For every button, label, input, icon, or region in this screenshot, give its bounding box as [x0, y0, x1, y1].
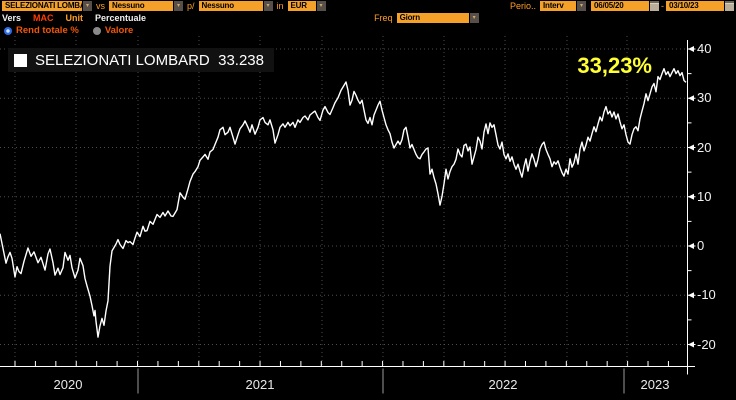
freq-dropdown-arrow-icon[interactable]: ▾ [469, 13, 479, 23]
freq-field[interactable]: Giorn [396, 13, 469, 23]
chart-region: SELEZIONATI LOMBARD 33.238 33,23% 40 30 20… [0, 36, 736, 400]
x-axis-year-label: 2020 [53, 377, 83, 392]
y-axis-tick-label: -10 [697, 287, 716, 303]
period-dropdown-arrow-icon[interactable]: ▾ [577, 1, 586, 11]
x-axis-year-label: 2022 [488, 377, 518, 392]
y-axis-tick-label: 30 [697, 90, 712, 106]
mac-button[interactable]: MAC [33, 13, 54, 23]
security-field[interactable]: SELEZIONATI LOMBARD [2, 1, 82, 11]
x-axis-year-label: 2021 [245, 377, 275, 392]
date-start-field[interactable]: 06/05/20 [591, 1, 649, 11]
vs-field[interactable]: Nessuno [109, 1, 173, 11]
toolbar-row-3: Rend totale % Valore [0, 24, 736, 37]
p-field[interactable]: Nessuno [198, 1, 263, 11]
chart-legend[interactable]: SELEZIONATI LOMBARD 33.238 [8, 48, 274, 72]
period-label: Perio.. [509, 1, 536, 11]
toolbar-row-1: SELEZIONATI LOMBARD ▾ vs Nessuno ▾ p/ Ne… [0, 0, 736, 12]
unit-button[interactable]: Unit [65, 13, 84, 23]
currency-dropdown-arrow-icon[interactable]: ▾ [316, 1, 326, 11]
p-label: p/ [187, 1, 195, 11]
valore-radio[interactable] [92, 26, 101, 35]
period-mode-field[interactable]: Interv [540, 1, 576, 11]
vers-button[interactable]: Vers [2, 13, 22, 23]
y-axis-tick-label: 10 [697, 188, 712, 204]
date-dash: - [661, 1, 664, 11]
vs-label: vs [96, 1, 105, 11]
legend-marker [14, 53, 27, 67]
rend-totale-label[interactable]: Rend totale % [16, 25, 79, 36]
currency-field[interactable]: EUR [287, 1, 316, 11]
toolbar-row-2: Vers MAC Unit Percentuale Freq Giorn ▾ [0, 12, 736, 24]
calendar-icon[interactable] [650, 1, 659, 11]
calendar-icon[interactable] [725, 1, 734, 11]
rend-totale-radio[interactable] [4, 26, 12, 35]
last-value-annotation: 33,23% [577, 53, 652, 78]
legend-text: SELEZIONATI LOMBARD 33.238 [35, 51, 264, 69]
p-dropdown-arrow-icon[interactable]: ▾ [263, 1, 273, 11]
valore-label[interactable]: Valore [104, 25, 134, 36]
plot-svg[interactable] [0, 36, 736, 400]
vs-dropdown-arrow-icon[interactable]: ▾ [174, 1, 183, 11]
date-end-field[interactable]: 03/10/23 [666, 1, 724, 11]
in-label: in [276, 1, 284, 11]
y-axis-tick-label: 0 [697, 238, 705, 253]
security-dropdown-arrow-icon[interactable]: ▾ [83, 1, 92, 11]
y-axis-tick-label: 40 [697, 41, 712, 56]
y-axis-tick-label: 20 [697, 139, 712, 155]
x-axis-year-label: 2023 [640, 377, 670, 392]
freq-label: Freq [374, 13, 393, 23]
y-axis-tick-label: -20 [697, 336, 716, 352]
percentuale-button[interactable]: Percentuale [95, 13, 147, 23]
